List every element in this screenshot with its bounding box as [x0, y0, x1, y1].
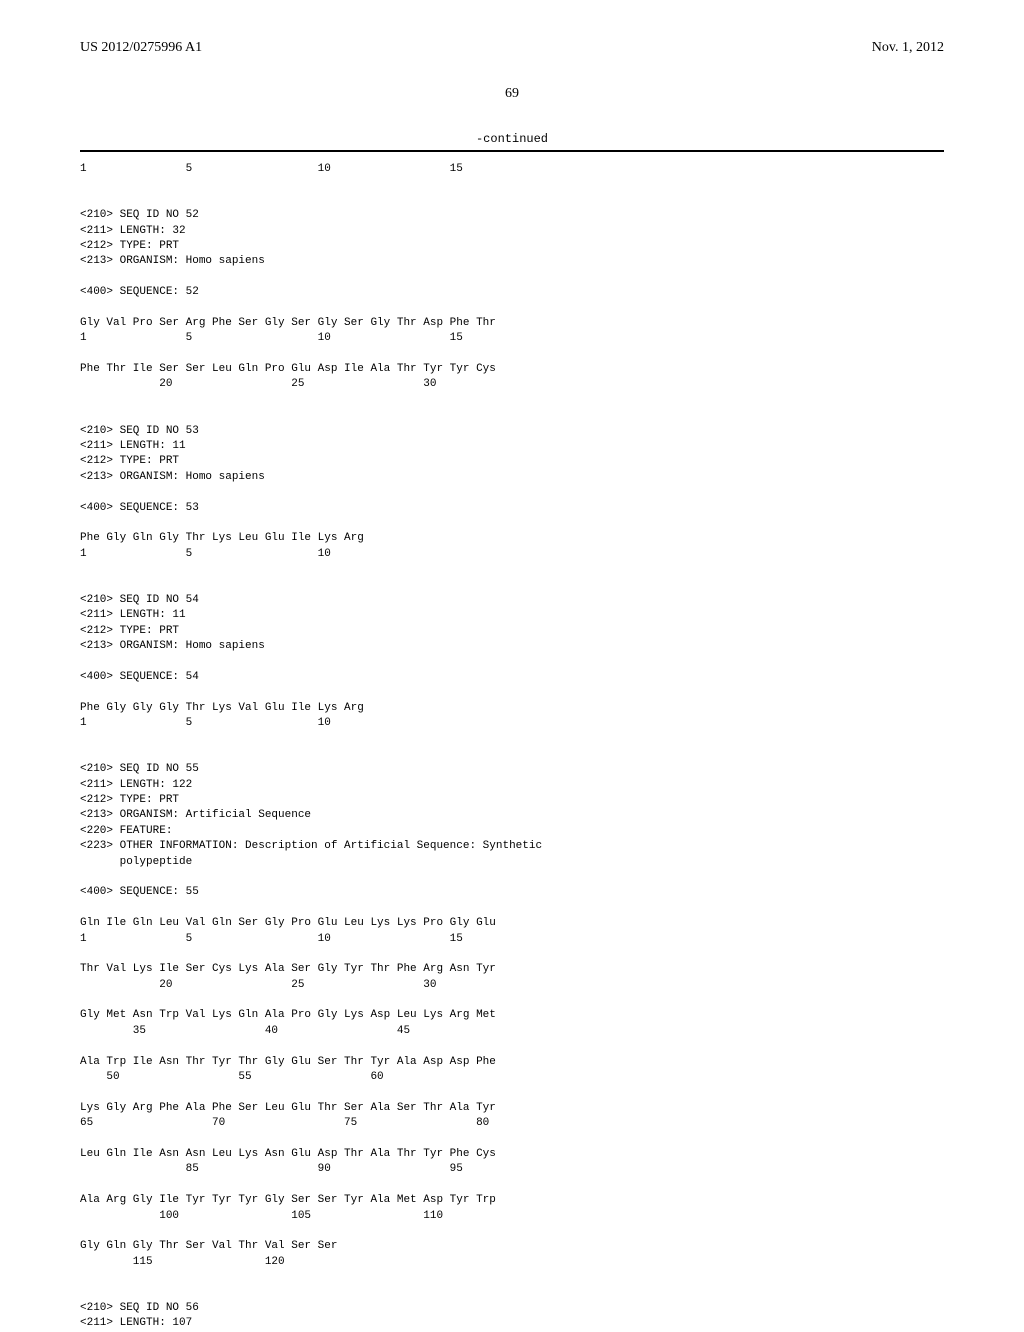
page-number: 69	[80, 86, 944, 102]
publication-date: Nov. 1, 2012	[872, 40, 944, 56]
page-header: US 2012/0275996 A1 Nov. 1, 2012	[80, 40, 944, 56]
publication-number: US 2012/0275996 A1	[80, 40, 202, 56]
sequence-listing: 1 5 10 15 <210> SEQ ID NO 52 <211> LENGT…	[80, 162, 944, 1332]
continued-label: -continued	[80, 132, 944, 146]
section-rule	[80, 150, 944, 152]
